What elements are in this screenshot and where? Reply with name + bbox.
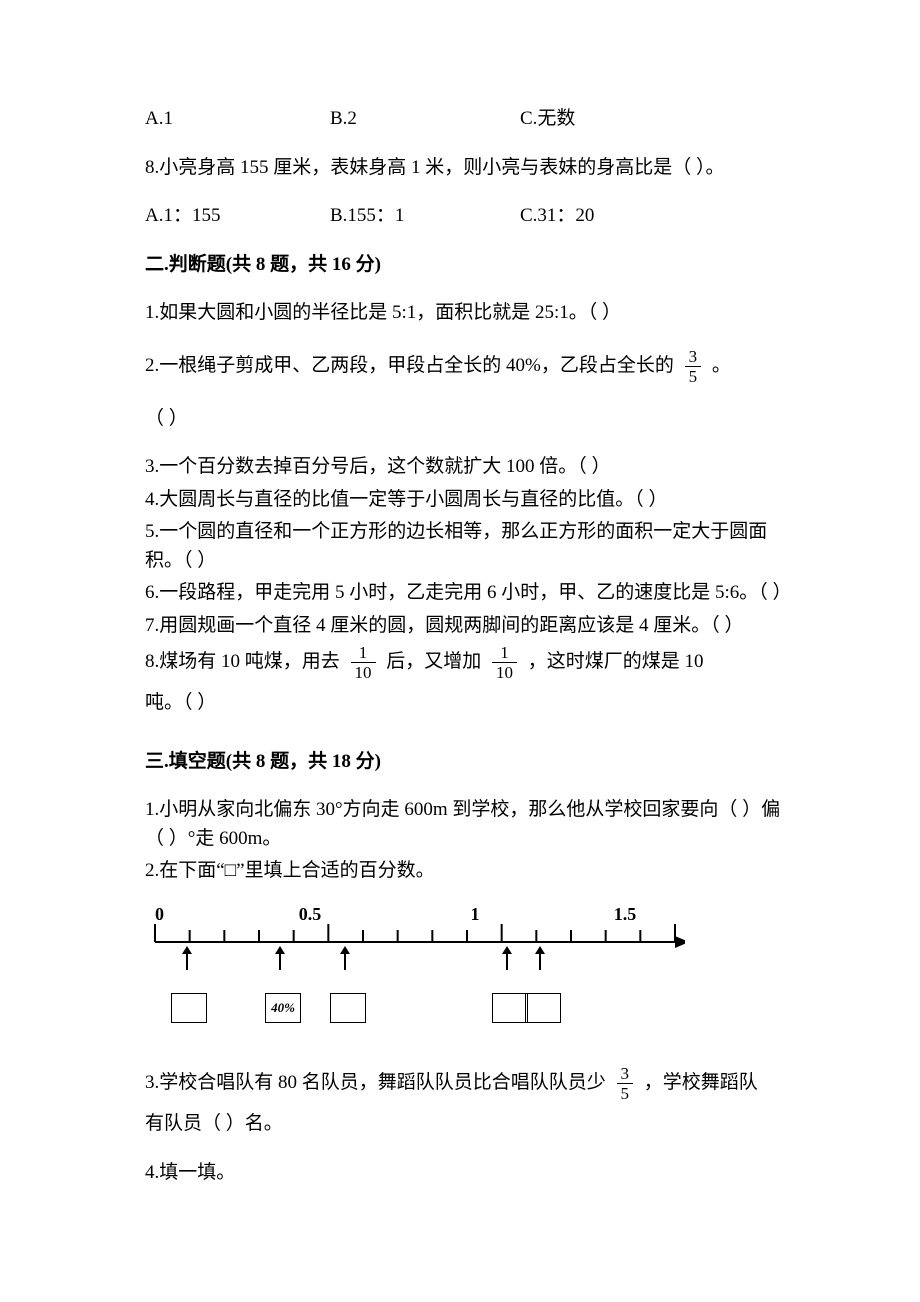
s2-q5: 5.一个圆的直径和一个正方形的边长相等，那么正方形的面积一定大于圆面积。（ ） [145,518,790,575]
numberline-box [330,993,366,1023]
s2-q8-text-a: 8.煤场有 10 吨煤，用去 [145,651,345,672]
s2-q8-line2: 吨。（ ） [145,689,790,718]
q8-options: A.1：155 B.155：1 C.31：20 [145,202,790,231]
numberline-box [525,993,561,1023]
s3-q1: 1.小明从家向北偏东 30°方向走 600m 到学校，那么他从学校回家要向（ ）… [145,796,790,853]
numberline-box [171,993,207,1023]
numberline-svg: 0 0.5 1 1.5 [145,906,685,978]
q8-option-b: B.155：1 [330,202,520,231]
fraction-3-5: 3 5 [685,348,702,385]
s3-q2: 2.在下面“□”里填上合适的百分数。 [145,857,790,886]
q7-option-b: B.2 [330,105,520,134]
svg-text:0: 0 [155,906,164,924]
s2-q2-paren: （ ） [145,405,790,434]
svg-text:0.5: 0.5 [299,906,322,924]
svg-text:1.5: 1.5 [614,906,637,924]
fraction-3-5-b: 3 5 [617,1065,634,1102]
s3-q3-text-b: ，学校舞蹈队 [644,1072,758,1093]
s3-q3-line2: 有队员（ ）名。 [145,1110,790,1139]
numberline-box: 40% [265,993,301,1023]
s3-q3: 3.学校合唱队有 80 名队员，舞蹈队队员比合唱队队员少 3 5 ，学校舞蹈队 [145,1065,790,1102]
q8-option-c: C.31：20 [520,202,790,231]
s2-q8-text-b: 后，又增加 [386,651,486,672]
q7-option-a: A.1 [145,105,330,134]
s2-q2: 2.一根绳子剪成甲、乙两段，甲段占全长的 40%，乙段占全长的 3 5 。 [145,348,790,385]
q8-option-a: A.1：155 [145,202,330,231]
numberline-box [492,993,528,1023]
s2-q4: 4.大圆周长与直径的比值一定等于小圆周长与直径的比值。（ ） [145,486,790,515]
s2-q6: 6.一段路程，甲走完用 5 小时，乙走完用 6 小时，甲、乙的速度比是 5:6。… [145,579,790,608]
section2-title: 二.判断题(共 8 题，共 16 分) [145,251,790,280]
fraction-1-10-a: 1 10 [351,644,376,681]
s2-q8-text-c: ，这时煤厂的煤是 10 [528,651,704,672]
s3-q3-text-a: 3.学校合唱队有 80 名队员，舞蹈队队员比合唱队队员少 [145,1072,611,1093]
q7-options: A.1 B.2 C.无数 [145,105,790,134]
svg-text:1: 1 [471,906,480,924]
s2-q3: 3.一个百分数去掉百分号后，这个数就扩大 100 倍。（ ） [145,453,790,482]
fraction-1-10-b: 1 10 [492,644,517,681]
s2-q1: 1.如果大圆和小圆的半径比是 5:1，面积比就是 25:1。（ ） [145,299,790,328]
s2-q8: 8.煤场有 10 吨煤，用去 1 10 后，又增加 1 10 ，这时煤厂的煤是 … [145,644,790,681]
numberline-boxes: 40% [145,993,790,1025]
s2-q2-text-a: 2.一根绳子剪成甲、乙两段，甲段占全长的 40%，乙段占全长的 [145,354,679,375]
q7-option-c: C.无数 [520,105,790,134]
s2-q7: 7.用圆规画一个直径 4 厘米的圆，圆规两脚间的距离应该是 4 厘米。（ ） [145,612,790,641]
q8-text: 8.小亮身高 155 厘米，表妹身高 1 米，则小亮与表妹的身高比是（ ）。 [145,154,790,183]
numberline: 0 0.5 1 1.5 40% [145,906,790,1026]
s3-q4: 4.填一填。 [145,1159,790,1188]
s2-q2-text-b: 。 [712,354,731,375]
section3-title: 三.填空题(共 8 题，共 18 分) [145,748,790,777]
